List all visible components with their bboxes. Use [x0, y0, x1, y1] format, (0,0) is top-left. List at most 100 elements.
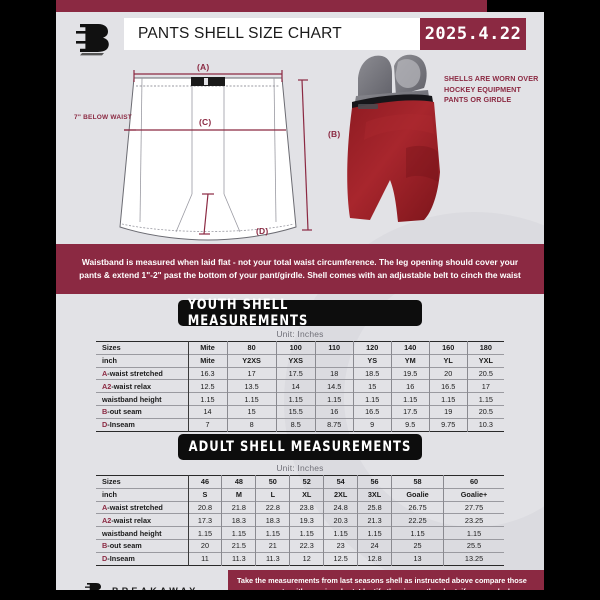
table-cell — [315, 354, 354, 368]
row-label: A-waist stretched — [96, 367, 189, 380]
breakaway-b-logo-icon-footer — [84, 581, 104, 590]
table-cell: 8.5 — [276, 418, 316, 432]
table-cell: 12.5 — [188, 379, 228, 393]
table-cell: 17 — [481, 381, 490, 391]
table-cell: 22.25 — [391, 513, 445, 527]
row-label: Sizes — [96, 475, 189, 489]
table-cell: 13.5 — [227, 379, 277, 393]
table-row: A2-waist relax 17.3 18.3 18.3 19.3 20.3 21.3 22… — [96, 513, 504, 527]
row-label: A2-waist relax — [96, 379, 189, 393]
table-cell: 19 — [429, 405, 468, 419]
table-cell: 11.3 — [221, 552, 257, 566]
table-cell: YM — [391, 354, 430, 368]
table-cell: 1.15 — [429, 392, 468, 406]
youth-measurements-table: Sizes Mite 80 100 110 120 140 160 180 inch Mite Y2X… — [96, 341, 504, 432]
table-cell: Goalie+ — [460, 490, 488, 500]
table-cell: 17.5 — [391, 405, 430, 419]
table-cell: M — [221, 488, 257, 502]
table-cell: 80 — [227, 341, 277, 355]
row-label: A2-waist relax — [96, 513, 189, 527]
row-label-prefix: D — [102, 420, 108, 430]
row-label-prefix: D — [102, 554, 108, 564]
diagram-label-d: (D) — [256, 226, 269, 236]
table-cell: 3XL — [357, 488, 393, 502]
row-label: B-out seam — [96, 539, 189, 553]
breakaway-b-logo-icon — [74, 20, 114, 58]
row-label: D-Inseam — [96, 552, 189, 566]
table-cell: 140 — [391, 341, 430, 355]
row-label-prefix: A2 — [102, 515, 112, 525]
table-cell: 23.8 — [289, 501, 325, 514]
table-row: A2-waist relax 12.5 13.5 14 14.5 15 16 16.5 17 — [96, 379, 504, 393]
table-cell: 1.15 — [315, 392, 354, 406]
row-label-text: waistband height — [102, 528, 162, 538]
table-cell: 7 — [188, 418, 228, 432]
pants-shell-diagram: (A) (B) (C) (D) 7" BELOW WAIST — [56, 52, 356, 244]
footer-brand-name: BREAKAWAY — [112, 586, 198, 590]
row-label-text: -waist relax — [111, 515, 152, 525]
main-panel: PANTS SHELL SIZE CHART 2025.4.22 — [56, 12, 544, 590]
table-cell: 9 — [353, 418, 392, 432]
table-cell: 24 — [357, 539, 393, 553]
table-cell: 21.5 — [221, 539, 257, 553]
adult-measurements-table: Sizes 46 48 50 52 54 56 58 60 inch S M L XL 2XL 3XL Goal… — [96, 475, 504, 566]
diagram-label-c: (C) — [199, 117, 212, 127]
table-cell: 21.3 — [357, 513, 393, 527]
table-cell: 52 — [289, 475, 325, 489]
row-label: Sizes — [96, 341, 189, 355]
table-row: inch Mite Y2XS YXS YS YM YL YXL — [96, 354, 504, 368]
header: PANTS SHELL SIZE CHART 2025.4.22 — [56, 18, 544, 56]
table-cell: 25.5 — [466, 541, 482, 551]
table-cell: 100 — [276, 341, 316, 355]
table-cell: Mite — [188, 341, 228, 355]
table-row: A-waist stretched 16.3 17 17.5 18 18.5 19.5 20 2… — [96, 367, 504, 380]
date-text: 2025.4.22 — [424, 24, 522, 44]
row-label: inch — [96, 354, 189, 368]
table-cell: Mite — [188, 354, 228, 368]
youth-measurements-table-wrap: Sizes Mite 80 100 110 120 140 160 180 inch Mite Y2X… — [96, 341, 504, 432]
table-cell: 20 — [188, 539, 223, 553]
table-cell: 18 — [315, 367, 354, 380]
table-cell: 23 — [323, 539, 359, 553]
table-cell: 20 — [429, 367, 468, 380]
table-cell: 56 — [357, 475, 393, 489]
row-label-text: -Inseam — [107, 420, 135, 430]
row-label-text: -out seam — [107, 407, 142, 417]
row-label: D-Inseam — [96, 418, 189, 432]
table-cell: 20.3 — [323, 513, 359, 527]
row-label-text: -Inseam — [107, 554, 135, 564]
table-cell: 21.8 — [221, 501, 257, 514]
table-cell: 25 — [391, 539, 445, 553]
diagram-label-a: (A) — [197, 62, 210, 72]
product-photo — [336, 52, 456, 244]
table-cell: 8.75 — [315, 418, 354, 432]
table-cell: 14.5 — [315, 379, 354, 393]
table-cell: 58 — [391, 475, 445, 489]
table-cell: 21 — [255, 539, 291, 553]
table-cell: YXS — [276, 354, 316, 368]
row-label: waistband height — [96, 392, 189, 406]
footer: BREAKAWAY Take the measurements from las… — [56, 570, 544, 590]
table-row: waistband height 1.15 1.15 1.15 1.15 1.15 1.15… — [96, 392, 504, 406]
table-cell: 18.5 — [353, 367, 392, 380]
table-cell: 10.3 — [478, 420, 493, 430]
table-cell: 13 — [391, 552, 445, 566]
page-title-box: PANTS SHELL SIZE CHART — [124, 18, 420, 50]
table-cell: 1.15 — [391, 392, 430, 406]
table-cell: 180 — [479, 343, 492, 353]
row-label-text: Sizes — [102, 477, 121, 487]
table-cell: 2XL — [323, 488, 359, 502]
table-cell: 17.3 — [188, 513, 223, 527]
table-cell: 13.25 — [464, 554, 484, 564]
table-cell: XL — [289, 488, 325, 502]
table-cell: 9.75 — [429, 418, 468, 432]
row-label-text: -out seam — [107, 541, 142, 551]
measurement-instruction-banner: Waistband is measured when laid flat - n… — [56, 244, 544, 294]
footer-brand: BREAKAWAY — [56, 570, 228, 590]
table-cell: 23.25 — [464, 515, 484, 525]
row-label-text: -waist relax — [111, 381, 152, 391]
table-cell: 15 — [227, 405, 277, 419]
table-cell: 17.5 — [276, 367, 316, 380]
row-label-prefix: A — [102, 502, 108, 512]
row-label-text: -waist stretched — [107, 502, 163, 512]
